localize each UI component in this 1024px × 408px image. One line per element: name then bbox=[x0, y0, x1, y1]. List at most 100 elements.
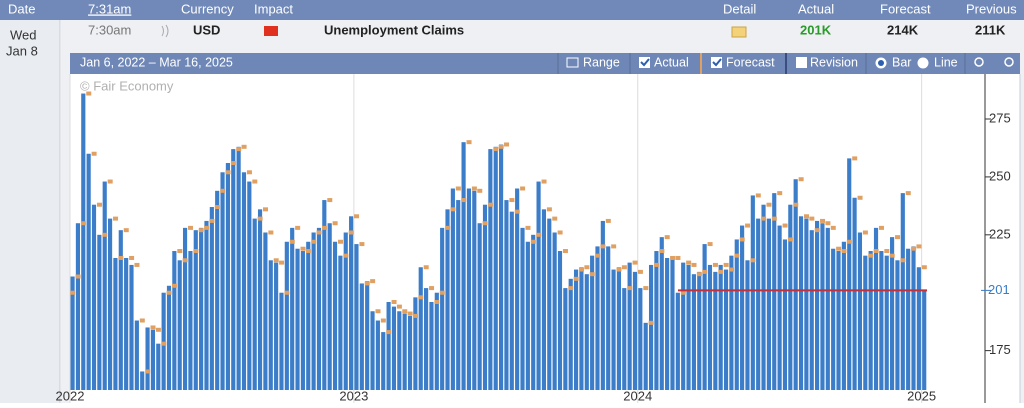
forecast-marker bbox=[386, 330, 392, 335]
forecast-marker bbox=[311, 239, 317, 244]
forecast-marker bbox=[155, 327, 161, 332]
bar bbox=[590, 255, 595, 390]
checkbox[interactable] bbox=[639, 57, 650, 68]
bar bbox=[316, 227, 322, 390]
forecast-marker bbox=[113, 216, 119, 221]
forecast-marker bbox=[504, 142, 510, 147]
forecast-marker bbox=[305, 249, 311, 254]
forecast-marker bbox=[123, 228, 129, 233]
bar bbox=[654, 251, 659, 390]
bar bbox=[456, 200, 461, 390]
bar bbox=[659, 237, 664, 390]
bar bbox=[434, 292, 439, 390]
forecast-marker bbox=[337, 239, 343, 244]
forecast-marker bbox=[680, 290, 686, 295]
forecast-marker bbox=[455, 186, 461, 191]
checkbox[interactable] bbox=[796, 57, 807, 68]
forecast-marker bbox=[412, 313, 418, 318]
x-tick-label: 2024 bbox=[623, 388, 652, 403]
actual-toggle[interactable]: Actual bbox=[654, 55, 689, 69]
header-bar bbox=[0, 0, 1024, 20]
bar bbox=[729, 255, 734, 390]
bar bbox=[681, 262, 686, 390]
bar bbox=[547, 218, 552, 390]
column-header: Currency bbox=[181, 1, 234, 16]
forecast-marker bbox=[439, 290, 445, 295]
forecast-marker bbox=[911, 246, 917, 251]
bar bbox=[820, 223, 825, 390]
bar bbox=[306, 241, 311, 390]
bar bbox=[332, 241, 338, 390]
forecast-marker bbox=[364, 281, 370, 286]
bar bbox=[686, 264, 691, 390]
forecast-marker bbox=[70, 290, 76, 295]
bar bbox=[611, 269, 616, 390]
bar bbox=[81, 93, 86, 390]
range-button[interactable]: Range bbox=[583, 55, 620, 69]
bar bbox=[873, 227, 879, 390]
forecast-marker bbox=[691, 262, 697, 267]
bar bbox=[606, 246, 611, 390]
checkbox[interactable] bbox=[711, 57, 722, 68]
bar bbox=[391, 306, 397, 390]
forecast-marker bbox=[188, 225, 194, 230]
forecast-marker bbox=[707, 242, 713, 247]
bar bbox=[525, 241, 530, 390]
bar bbox=[879, 251, 884, 390]
forecast-marker bbox=[836, 246, 842, 251]
forecast-marker bbox=[230, 161, 236, 166]
check bbox=[640, 58, 650, 67]
bar bbox=[402, 313, 407, 390]
alert-icon[interactable] bbox=[161, 24, 169, 38]
bar bbox=[166, 285, 172, 390]
forecast-marker bbox=[868, 253, 874, 258]
forecast-marker bbox=[145, 369, 151, 374]
forecast-marker bbox=[659, 249, 665, 254]
zoom-in[interactable] bbox=[974, 57, 984, 67]
bar bbox=[236, 146, 241, 390]
impact-icon bbox=[264, 26, 278, 36]
bar bbox=[616, 267, 621, 390]
forecast-marker bbox=[723, 262, 729, 267]
y-tick-label: 250 bbox=[989, 168, 1011, 183]
forecast-marker bbox=[423, 265, 429, 270]
clock-link[interactable]: 7:31am bbox=[88, 1, 131, 16]
forecast-toggle[interactable]: Forecast bbox=[726, 55, 775, 69]
forecast-marker bbox=[171, 283, 177, 288]
forecast-marker bbox=[632, 260, 638, 265]
bar bbox=[788, 204, 793, 390]
forecast-marker bbox=[107, 179, 113, 184]
event-title[interactable]: Unemployment Claims bbox=[324, 22, 464, 37]
line-option[interactable]: Line bbox=[934, 55, 958, 69]
x-tick-label: 2023 bbox=[339, 388, 368, 403]
bar bbox=[134, 320, 139, 390]
bar bbox=[290, 227, 295, 390]
zoom-out[interactable] bbox=[1004, 57, 1014, 67]
forecast-marker bbox=[91, 151, 97, 156]
bar bbox=[798, 216, 804, 390]
bar bbox=[472, 190, 477, 390]
bar bbox=[365, 281, 370, 390]
bar bbox=[713, 271, 718, 390]
revision-toggle[interactable]: Revision bbox=[810, 55, 858, 69]
bar bbox=[140, 371, 145, 390]
bar bbox=[359, 283, 364, 390]
forecast-marker bbox=[375, 309, 381, 314]
detail-icon[interactable] bbox=[731, 26, 747, 38]
forecast-marker bbox=[332, 221, 338, 226]
forecast-marker bbox=[884, 249, 890, 254]
bar bbox=[772, 193, 777, 390]
bar bbox=[172, 251, 177, 390]
bar bbox=[734, 239, 739, 390]
bar bbox=[568, 278, 573, 390]
forecast-marker bbox=[905, 191, 911, 196]
bar bbox=[327, 223, 332, 390]
forecast-marker bbox=[445, 225, 451, 230]
bar-option[interactable]: Bar bbox=[892, 55, 911, 69]
forecast-marker bbox=[525, 225, 531, 230]
radio[interactable] bbox=[917, 57, 929, 69]
x-tick-label: 2022 bbox=[56, 388, 85, 403]
forecast-marker bbox=[878, 225, 884, 230]
bar bbox=[407, 315, 413, 390]
forecast-marker bbox=[129, 255, 135, 260]
